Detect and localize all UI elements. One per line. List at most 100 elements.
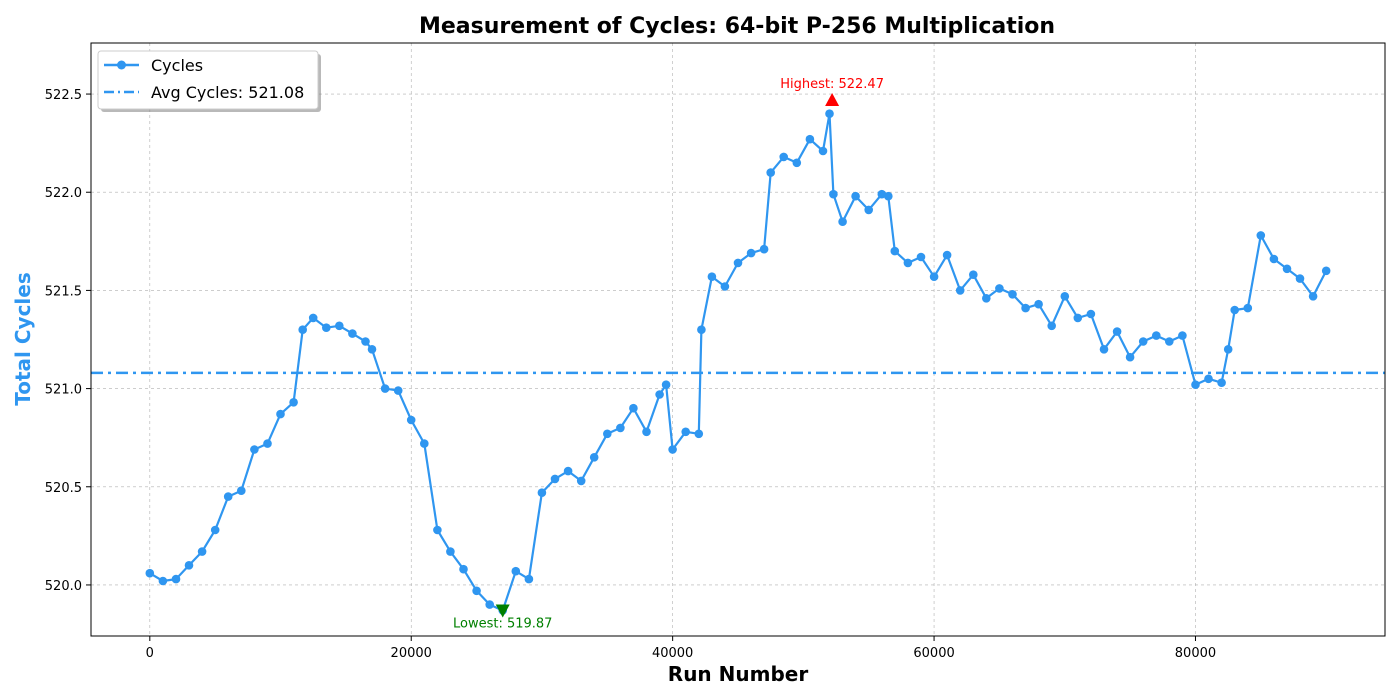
cycles-point [1243, 303, 1253, 313]
legend-average-label: Avg Cycles: 521.08 [151, 83, 304, 102]
cycles-point [929, 272, 939, 282]
cycles-point [550, 474, 560, 484]
cycles-point [393, 386, 403, 395]
cycles-point [1217, 378, 1226, 388]
cycles-point [903, 258, 913, 268]
cycles-point [1034, 299, 1043, 309]
cycles-point [1256, 231, 1266, 240]
cycles-point [825, 109, 834, 118]
cycles-point [1125, 352, 1135, 362]
cycles-point [707, 272, 717, 282]
cycles-point [563, 466, 573, 476]
cycles-point [1269, 254, 1279, 264]
highest-annotation: Highest: 522.47 [780, 77, 884, 92]
legend: Cycles Avg Cycles: 521.08 [97, 50, 321, 112]
cycles-point [511, 566, 521, 576]
cycles-point [616, 423, 625, 433]
y-tick-label: 520.5 [45, 481, 82, 496]
legend-box [97, 50, 319, 110]
legend-cycles-marker [117, 60, 126, 70]
cycles-point [184, 561, 194, 570]
cycles-point [969, 270, 978, 280]
x-tick-label: 80000 [1175, 646, 1216, 661]
cycles-point [877, 189, 887, 199]
cycles-point [942, 250, 952, 260]
cycles-point [524, 574, 534, 584]
cycles-point [851, 191, 860, 201]
x-tick-label: 20000 [391, 646, 432, 661]
cycles-point [459, 564, 468, 574]
y-tick-label: 521.0 [45, 383, 82, 398]
cycles-point [661, 380, 671, 390]
cycles-point [720, 282, 730, 291]
cycles-point [1060, 292, 1070, 301]
cycles-point [1008, 290, 1017, 299]
cycles-point [1223, 345, 1233, 354]
lowest-annotation: Lowest: 519.87 [453, 616, 552, 631]
cycles-point [1047, 321, 1056, 331]
cycles-point [1152, 331, 1161, 340]
cycles-point [1230, 305, 1239, 315]
cycles-point [361, 337, 370, 346]
cycles-point [298, 325, 308, 335]
x-tick-label: 0 [146, 646, 154, 661]
cycles-point [995, 284, 1004, 293]
cycles-point [1138, 337, 1148, 346]
cycles-point [223, 492, 233, 501]
cycles-point [779, 152, 788, 162]
legend-cycles-label: Cycles [151, 56, 203, 75]
cycles-point [805, 134, 815, 144]
cycles-point [197, 547, 207, 556]
y-axis-label: Total Cycles [11, 272, 35, 406]
cycles-point [1204, 374, 1213, 384]
cycles-point [681, 427, 690, 437]
chart-title: Measurement of Cycles: 64-bit P-256 Mult… [419, 14, 1055, 39]
cycles-point [145, 568, 155, 578]
cycles-point [406, 415, 416, 425]
cycles-point [263, 439, 272, 448]
cycles-point [603, 429, 612, 439]
cycles-point [380, 384, 390, 393]
cycles-point [792, 158, 802, 168]
cycles-point [829, 189, 838, 199]
cycles-point [1321, 266, 1331, 276]
cycles-point [433, 525, 442, 535]
cycles-point [367, 345, 377, 354]
cycles-point [955, 286, 965, 295]
plot-frame [90, 42, 1386, 637]
cycles-point [759, 244, 769, 254]
x-tick-label: 60000 [913, 646, 954, 661]
cycles-point [694, 429, 704, 439]
cycles-point [289, 398, 298, 407]
cycles-point [335, 321, 344, 331]
y-tick-label: 520.0 [45, 579, 82, 594]
cycles-point [1073, 313, 1083, 323]
cycles-point [485, 600, 495, 609]
cycles-point [1191, 380, 1200, 390]
cycles-point [766, 168, 775, 177]
y-tick-label: 521.5 [45, 284, 82, 299]
cycles-point [916, 252, 926, 262]
cycles-point [1282, 264, 1292, 274]
cycles-point [838, 217, 847, 226]
cycles-point [158, 576, 168, 586]
cycles-point [655, 390, 664, 399]
cycles-point [1021, 303, 1030, 313]
cycles-point [589, 453, 599, 462]
x-axis-label: Run Number [668, 662, 809, 686]
cycles-point [420, 439, 429, 448]
cycles-point [1295, 274, 1305, 283]
cycles-point [171, 574, 181, 584]
grid-layer [91, 43, 1385, 636]
cycles-point [446, 547, 455, 556]
cycles-point [1099, 345, 1109, 354]
x-tick-label: 40000 [652, 646, 693, 661]
cycles-point [629, 403, 638, 413]
cycles-point [884, 191, 893, 201]
cycles-point [472, 586, 481, 596]
cycles-point [210, 525, 220, 535]
cycles-point [818, 146, 828, 156]
lowest-marker [495, 604, 510, 618]
